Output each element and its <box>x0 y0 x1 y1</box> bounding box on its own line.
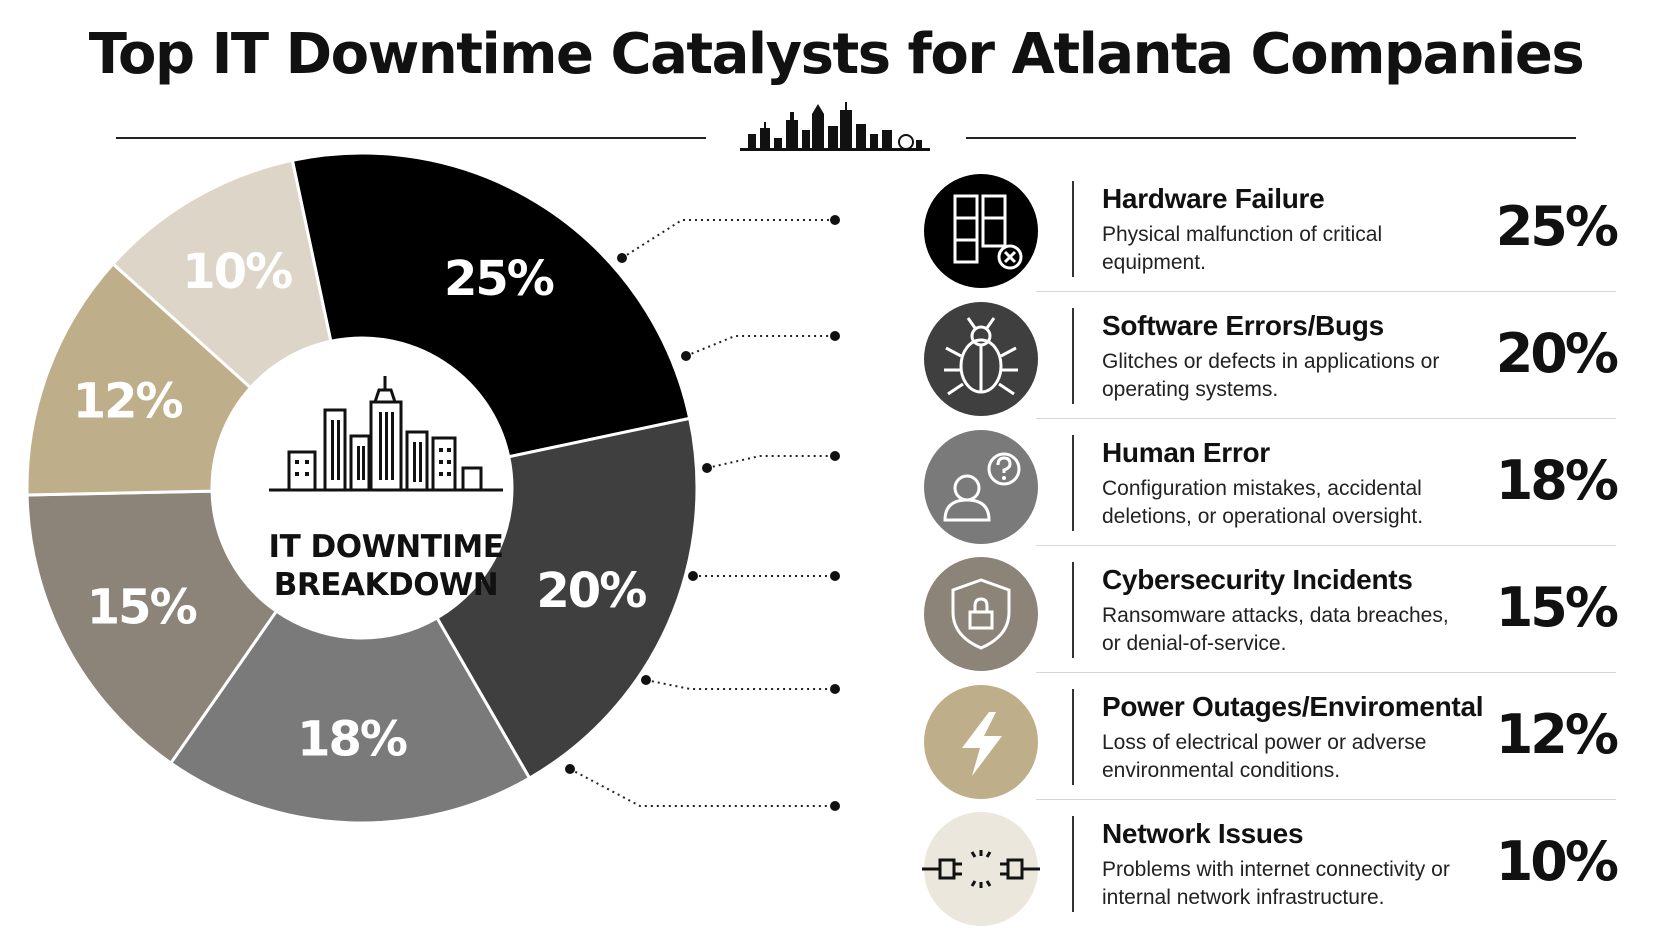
slice-software-errors-bugs <box>434 416 699 781</box>
category-name: Software Errors/Bugs <box>1102 310 1384 341</box>
category-percent: 18% <box>1495 449 1619 512</box>
connector-dot <box>681 351 691 361</box>
category-percent: 20% <box>1495 322 1619 385</box>
category-percent: 10% <box>1495 830 1619 893</box>
connector-line <box>706 455 835 469</box>
slice-label: 12% <box>73 374 183 430</box>
slice-label: 15% <box>87 579 197 635</box>
connector-dot <box>830 331 840 341</box>
row-divider <box>1036 799 1616 800</box>
row-divider <box>1036 672 1616 673</box>
slice-power-outages-enviromental <box>25 261 253 497</box>
category-name: Cybersecurity Incidents <box>1102 564 1413 595</box>
legend-row-power: Power Outages/Enviromental Loss of elect… <box>1036 673 1619 800</box>
slice-human-error <box>168 609 532 825</box>
connector-dot <box>702 463 712 473</box>
chart-title: Top IT Downtime Catalysts for Atlanta Co… <box>88 22 1585 87</box>
title-divider-right <box>966 137 1576 139</box>
legend-row-cybersecurity: Cybersecurity Incidents Ransomware attac… <box>1036 546 1619 673</box>
category-description: Problems with internet connectivity or i… <box>1102 858 1450 909</box>
slice-label: 18% <box>297 711 407 767</box>
slice-network-issues <box>110 158 333 390</box>
row-divider <box>1036 545 1616 546</box>
slice-cybersecurity-incidents <box>25 489 279 766</box>
connector-line <box>645 679 835 690</box>
slice-label: 20% <box>536 563 646 619</box>
city-buildings-icon <box>269 376 503 492</box>
row-separator <box>1072 308 1074 404</box>
category-percent: 12% <box>1495 703 1619 766</box>
connector-dot <box>830 801 840 811</box>
category-name: Hardware Failure <box>1102 183 1325 214</box>
row-separator <box>1072 689 1074 785</box>
title-divider-left <box>116 137 706 139</box>
donut-center-label: IT DOWNTIME BREAKDOWN <box>246 528 526 604</box>
category-description: Physical malfunction of critical equipme… <box>1102 223 1383 274</box>
slice-label: 25% <box>444 251 554 307</box>
category-percent: 25% <box>1495 195 1619 258</box>
atlanta-skyline-icon <box>740 102 930 151</box>
connector-dot <box>830 684 840 694</box>
category-name: Power Outages/Enviromental <box>1102 691 1484 722</box>
legend-list: Hardware Failure Physical malfunction of… <box>1036 165 1619 927</box>
category-name: Network Issues <box>1102 818 1304 849</box>
category-description: Loss of electrical power or adverse envi… <box>1102 731 1427 782</box>
legend-row-human: Human Error Configuration mistakes, acci… <box>1036 419 1619 546</box>
center-label-line-1: IT DOWNTIME <box>268 529 504 565</box>
center-label-line-2: BREAKDOWN <box>273 567 499 603</box>
row-separator <box>1072 816 1074 912</box>
category-description: Ransomware attacks, data breaches, or de… <box>1102 604 1449 655</box>
legend-row-network: Network Issues Problems with internet co… <box>1036 800 1619 927</box>
connector-dot <box>565 764 575 774</box>
connector-dot <box>688 571 698 581</box>
connector-dot <box>641 675 651 685</box>
row-separator <box>1072 435 1074 531</box>
category-description: Configuration mistakes, accidental delet… <box>1102 477 1424 528</box>
row-separator <box>1072 562 1074 658</box>
slice-label: 10% <box>182 244 292 300</box>
slice-hardware-failure <box>290 151 692 459</box>
category-percent: 15% <box>1495 576 1619 639</box>
legend-row-hardware: Hardware Failure Physical malfunction of… <box>1036 165 1619 292</box>
row-divider <box>1036 418 1616 419</box>
connector-dot <box>830 451 840 461</box>
category-description: Glitches or defects in applications or o… <box>1102 350 1440 401</box>
row-separator <box>1072 181 1074 277</box>
connector-dot <box>617 253 627 263</box>
legend-row-software: Software Errors/Bugs Glitches or defects… <box>1036 292 1619 419</box>
connector-line <box>685 335 835 357</box>
connector-line <box>621 219 835 259</box>
connector-dot <box>830 571 840 581</box>
connector-dot <box>830 215 840 225</box>
connector-line <box>569 768 835 807</box>
row-divider <box>1036 291 1616 292</box>
category-name: Human Error <box>1102 437 1270 468</box>
